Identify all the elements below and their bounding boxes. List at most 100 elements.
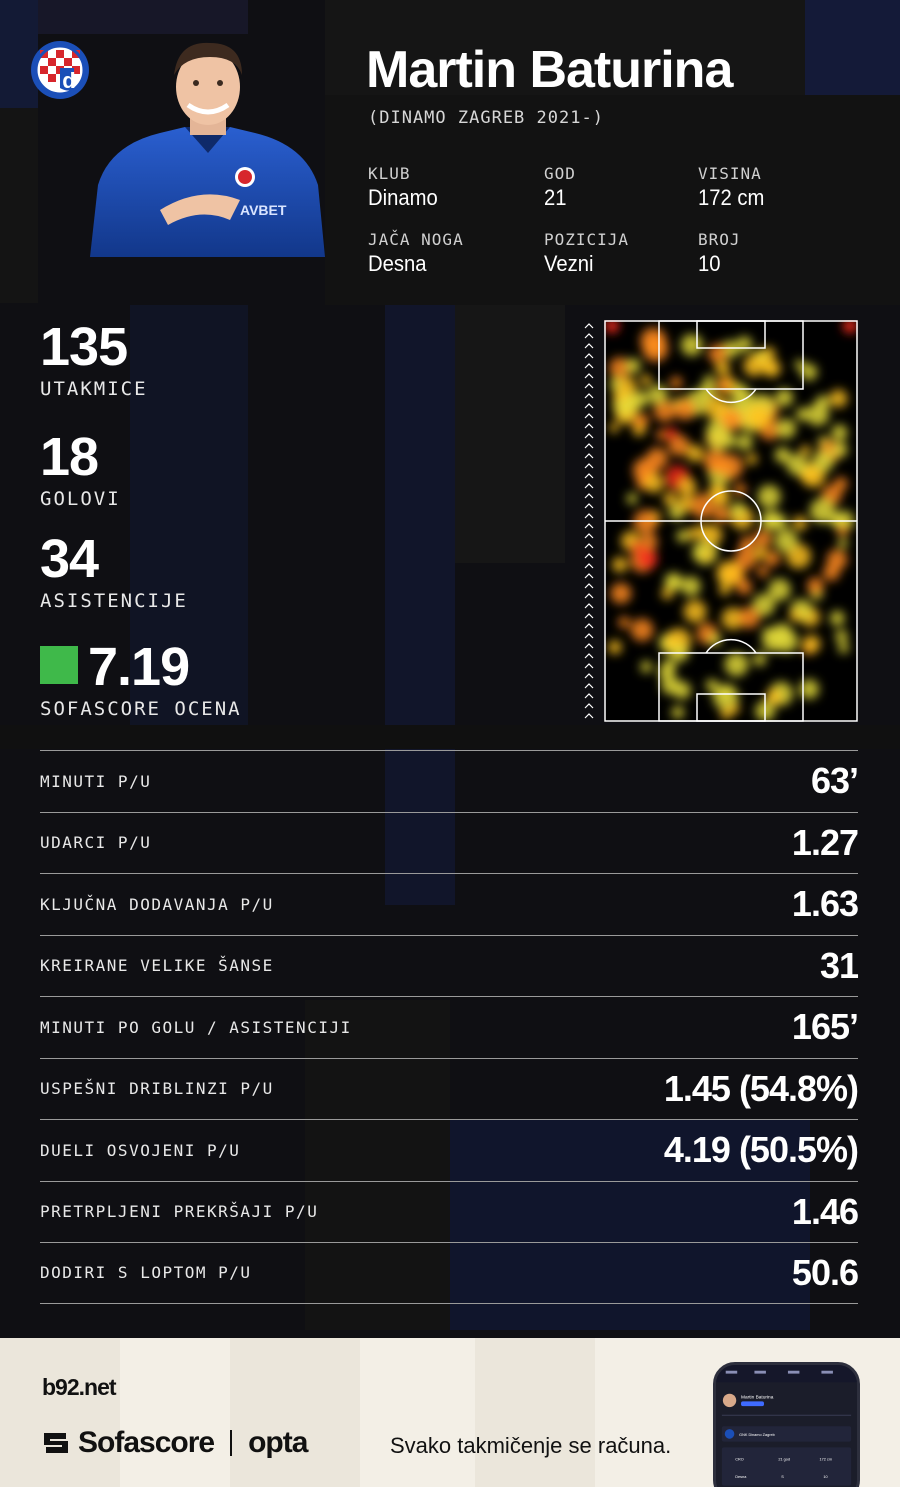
stat-value: 135 bbox=[40, 317, 128, 377]
direction-arrow-icon bbox=[584, 323, 594, 719]
info-club: KLUB Dinamo bbox=[368, 164, 444, 211]
heat-blob bbox=[764, 550, 781, 567]
stat-goals: 18 GOLOVI bbox=[40, 430, 121, 510]
info-value: Vezni bbox=[544, 251, 594, 276]
heat-blob bbox=[607, 640, 622, 655]
heat-blob bbox=[738, 606, 760, 629]
direction-arrow-icon bbox=[584, 473, 594, 479]
phone-mini: Desna bbox=[735, 1475, 747, 1479]
stats-row-label: KLJUČNA DODAVANJA P/U bbox=[40, 894, 274, 914]
heat-blob bbox=[706, 427, 730, 451]
heat-blob bbox=[630, 618, 654, 642]
stats-row-label: MINUTI PO GOLU / ASISTENCIJI bbox=[40, 1017, 352, 1037]
player-subtitle: (DINAMO ZAGREB 2021-) bbox=[368, 108, 604, 128]
sofascore-wordmark: Sofascore bbox=[78, 1426, 215, 1459]
heat-blob bbox=[670, 376, 683, 389]
heat-blob bbox=[834, 477, 848, 491]
direction-arrow-icon bbox=[584, 643, 594, 649]
direction-arrow-icon bbox=[584, 343, 594, 349]
heat-blob bbox=[671, 706, 685, 719]
direction-arrow-icon bbox=[584, 603, 594, 609]
direction-arrow-icon bbox=[584, 373, 594, 379]
heat-blob bbox=[753, 546, 767, 560]
bg-block bbox=[450, 1120, 810, 1330]
direction-arrow-icon bbox=[584, 413, 594, 419]
heat-blob bbox=[680, 334, 703, 356]
heat-blob bbox=[729, 703, 740, 714]
heat-blob bbox=[837, 525, 848, 537]
heat-blob bbox=[686, 444, 704, 463]
direction-arrow-icon bbox=[584, 463, 594, 469]
rating-badge bbox=[40, 645, 78, 684]
heat-blob bbox=[674, 399, 696, 420]
heat-blob bbox=[800, 445, 811, 456]
stats-table: MINUTI P/U 63’ UDARCI P/U 1.27 KLJUČNA DODAV… bbox=[40, 750, 859, 1304]
heat-blob bbox=[666, 576, 679, 589]
direction-arrow-icon bbox=[584, 563, 594, 569]
stat-matches: 135 UTAKMICE bbox=[40, 320, 148, 400]
heat-blob bbox=[609, 357, 631, 379]
stats-row: PRETRPLJENI PREKRŠAJI P/U 1.46 bbox=[40, 1180, 859, 1243]
stats-row-value: 63’ bbox=[810, 760, 859, 802]
svg-text:AVBET: AVBET bbox=[240, 202, 287, 218]
stat-value: 34 bbox=[40, 529, 99, 589]
heat-blob bbox=[776, 418, 797, 439]
stat-rating: 7.19 SOFASCORE OCENA bbox=[40, 640, 242, 720]
heat-blob bbox=[677, 495, 694, 512]
direction-arrow-icon bbox=[584, 333, 594, 339]
rating-value: 7.19 bbox=[88, 637, 190, 697]
bg-block bbox=[385, 305, 455, 905]
heat-blob bbox=[663, 492, 677, 506]
heat-blob bbox=[648, 384, 668, 405]
opta-logo: opta bbox=[248, 1426, 308, 1459]
heat-blob bbox=[795, 407, 810, 421]
heat-blob bbox=[716, 560, 742, 586]
heat-blob bbox=[609, 422, 619, 433]
rating-caption: SOFASCORE OCENA bbox=[40, 698, 242, 720]
direction-arrow-icon bbox=[584, 613, 594, 619]
heat-blob bbox=[734, 483, 747, 496]
heat-blob bbox=[692, 546, 705, 559]
heat-blob bbox=[636, 547, 658, 570]
stats-row-value: 31 bbox=[819, 944, 859, 986]
direction-arrow-icon bbox=[584, 553, 594, 559]
bg-block bbox=[0, 725, 900, 749]
direction-arrow-icon bbox=[584, 493, 594, 499]
heat-blob bbox=[716, 378, 731, 393]
direction-arrow-icon bbox=[584, 683, 594, 689]
direction-arrow-icon bbox=[584, 663, 594, 669]
b92-logo: b92.net bbox=[42, 1374, 117, 1400]
heat-blob bbox=[705, 679, 719, 692]
direction-arrow-icon bbox=[584, 393, 594, 399]
logo-separator bbox=[230, 1430, 233, 1456]
info-label: GOD bbox=[544, 164, 576, 183]
direction-arrow-icon bbox=[584, 533, 594, 539]
heat-blob bbox=[786, 453, 809, 476]
heat-blob bbox=[822, 564, 840, 581]
heat-blob bbox=[612, 557, 628, 573]
direction-arrow-icon bbox=[584, 503, 594, 509]
heat-blob bbox=[843, 320, 857, 333]
heat-blob bbox=[752, 593, 775, 617]
phone-mini: 172 cm bbox=[820, 1458, 833, 1462]
stat-caption: GOLOVI bbox=[40, 488, 121, 510]
heat-blob bbox=[806, 403, 830, 426]
heat-blob bbox=[775, 388, 794, 407]
info-label: BROJ bbox=[698, 230, 741, 249]
player-photo: AVBET bbox=[90, 42, 325, 257]
heat-blob bbox=[757, 484, 781, 509]
heat-blob bbox=[757, 565, 769, 578]
heat-blob bbox=[653, 399, 676, 422]
direction-arrow-icon bbox=[584, 453, 594, 459]
stats-row: DUELI OSVOJENI P/U 4.19 (50.5%) bbox=[40, 1119, 859, 1181]
heat-blob bbox=[720, 707, 733, 720]
heat-blob bbox=[832, 442, 848, 458]
phone-mini: CRO bbox=[735, 1458, 744, 1462]
stats-row-label: DUELI OSVOJENI P/U bbox=[40, 1140, 241, 1160]
heat-blob bbox=[762, 361, 776, 374]
sofascore-logo: Sofascore opta bbox=[42, 1426, 308, 1460]
direction-arrow-icon bbox=[584, 583, 594, 589]
phone-team: GNK Dinamo Zagreb bbox=[739, 1433, 775, 1437]
info-label: POZICIJA bbox=[544, 230, 630, 249]
stat-caption: ASISTENCIJE bbox=[40, 590, 188, 612]
